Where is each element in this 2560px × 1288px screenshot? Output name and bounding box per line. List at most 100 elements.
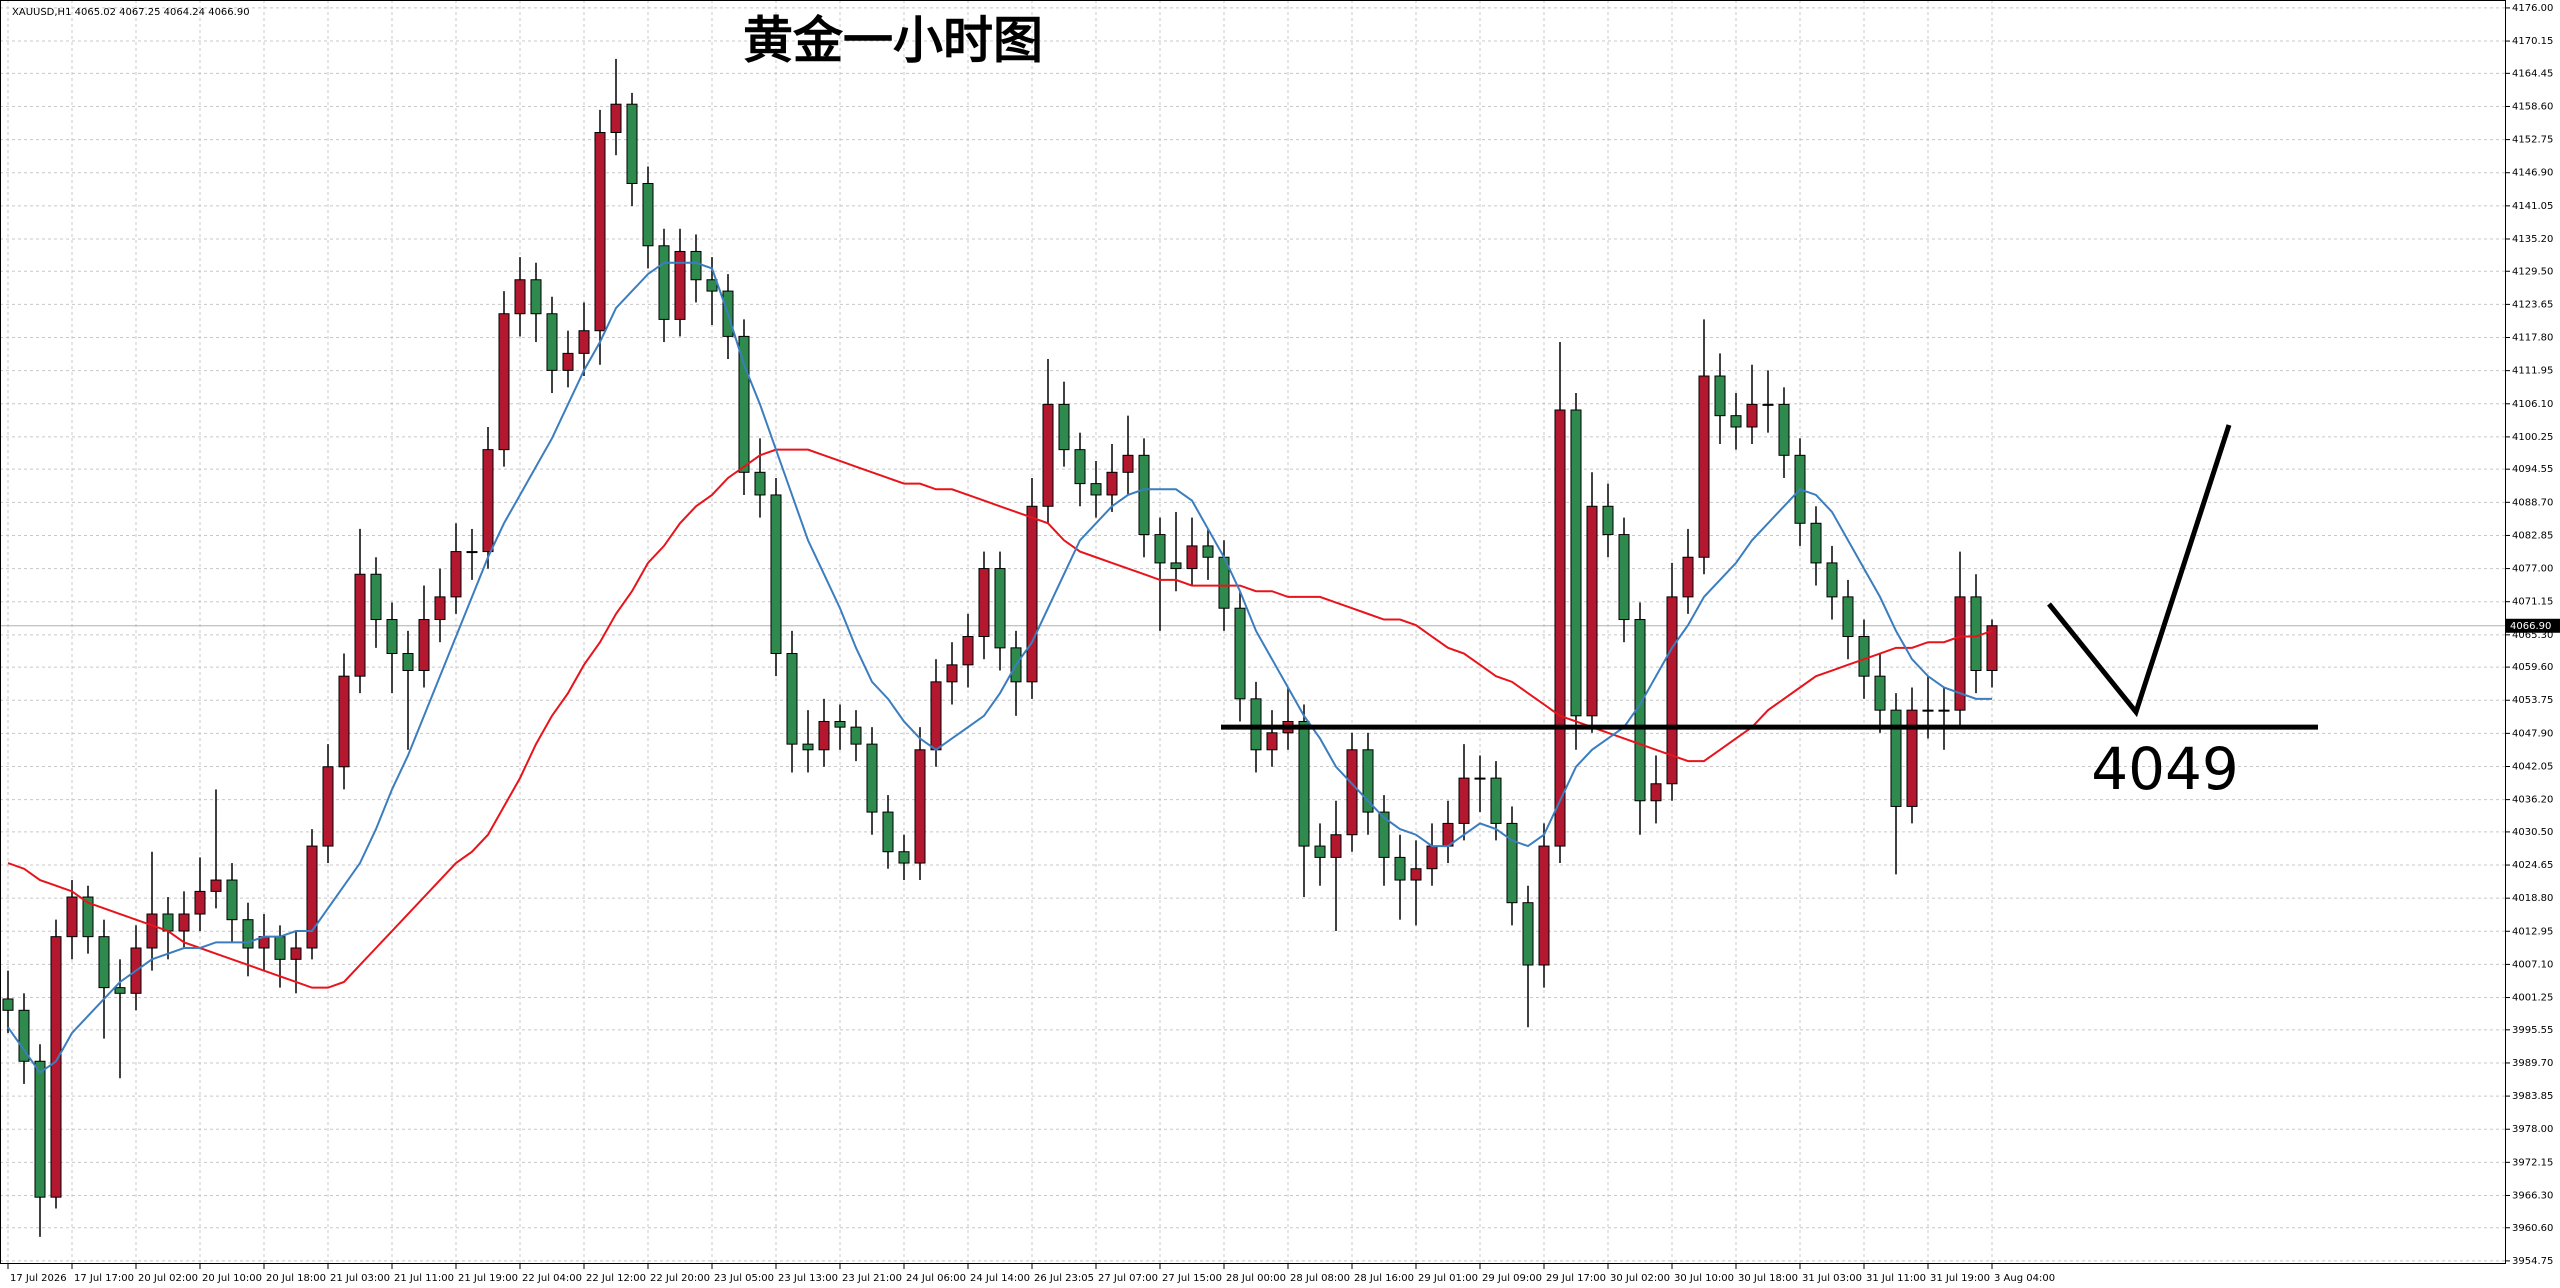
x-tick-label: 20 Jul 18:00	[266, 1273, 326, 1284]
x-tick-label: 20 Jul 10:00	[202, 1273, 262, 1284]
x-tick-label: 30 Jul 18:00	[1738, 1273, 1798, 1284]
candle-body	[1298, 720, 1310, 847]
candle-body	[1970, 596, 1982, 672]
candle-body	[306, 845, 318, 949]
candle-body	[578, 330, 590, 354]
candle-body	[18, 1009, 30, 1062]
candle-body	[1730, 415, 1742, 428]
current-price-box	[2506, 618, 2560, 633]
candle-body	[1522, 902, 1534, 966]
y-tick-label: 4094.55	[2512, 464, 2553, 475]
candle-body	[1714, 375, 1726, 417]
y-tick-label: 4047.90	[2512, 728, 2553, 739]
candle-body	[978, 568, 990, 638]
candle-body	[1874, 675, 1886, 711]
x-tick-label: 23 Jul 05:00	[714, 1273, 774, 1284]
candle-body	[818, 720, 830, 751]
candle-body	[1266, 732, 1278, 751]
y-tick-label: 4042.05	[2512, 761, 2553, 772]
y-tick-label: 3960.60	[2512, 1223, 2553, 1234]
candle-body	[1058, 403, 1070, 451]
candle-body	[1250, 698, 1262, 751]
y-tick-label: 4176.00	[2512, 3, 2553, 14]
x-tick-label: 27 Jul 15:00	[1162, 1273, 1222, 1284]
y-tick-label: 4111.95	[2512, 366, 2553, 377]
candle-body	[1906, 709, 1918, 807]
y-tick-label: 4117.80	[2512, 333, 2553, 344]
candle-body	[914, 749, 926, 864]
candle-body	[1074, 449, 1086, 485]
candle-body	[338, 675, 350, 768]
candle-body	[690, 250, 702, 281]
x-tick-label: 26 Jul 23:05	[1034, 1273, 1094, 1284]
moving-average	[7, 448, 1993, 989]
x-tick-label: 22 Jul 04:00	[522, 1273, 582, 1284]
y-tick-label: 3978.00	[2512, 1124, 2553, 1135]
y-tick-label: 4164.45	[2512, 68, 2553, 79]
candle-body	[1362, 749, 1374, 813]
x-tick-label: 20 Jul 02:00	[138, 1273, 198, 1284]
candle-body	[930, 681, 942, 751]
candle-body	[1938, 709, 1950, 712]
candle-body	[1090, 483, 1102, 496]
y-tick-label: 4135.20	[2512, 234, 2553, 245]
symbol-header: XAUUSD,H1 4065.02 4067.25 4064.24 4066.9…	[12, 7, 250, 18]
candle-body	[1506, 822, 1518, 904]
candle-body	[1490, 777, 1502, 824]
x-tick-label: 27 Jul 07:00	[1098, 1273, 1158, 1284]
candle-body	[850, 726, 862, 745]
candle-body	[1842, 596, 1854, 638]
candle-body	[1042, 403, 1054, 507]
y-tick-label: 4088.70	[2512, 497, 2553, 508]
candle-body	[66, 896, 78, 938]
x-tick-label: 28 Jul 00:00	[1226, 1273, 1286, 1284]
y-tick-label: 4152.75	[2512, 135, 2553, 146]
candle-body	[1762, 403, 1774, 406]
plot-frame	[0, 0, 2506, 1264]
candle-body	[370, 573, 382, 621]
candle-body	[1474, 777, 1486, 780]
candle-body	[754, 471, 766, 496]
y-tick-label: 4012.95	[2512, 926, 2553, 937]
candle-body	[1394, 856, 1406, 881]
candle-body	[1426, 845, 1438, 870]
x-tick-label: 29 Jul 17:00	[1546, 1273, 1606, 1284]
current-price-label: 4066.90	[2510, 621, 2551, 632]
y-tick-label: 4071.15	[2512, 597, 2553, 608]
candle-body	[946, 664, 958, 683]
y-tick-label: 4036.20	[2512, 795, 2553, 806]
candle-body	[898, 851, 910, 864]
candle-body	[1826, 562, 1838, 598]
candle-body	[1186, 545, 1198, 570]
y-tick-label: 4001.25	[2512, 993, 2553, 1004]
candle-body	[210, 879, 222, 892]
candle-body	[706, 279, 718, 292]
candle-body	[834, 720, 846, 728]
candle-body	[1586, 505, 1598, 717]
candle-body	[514, 279, 526, 315]
candle-body	[626, 103, 638, 184]
candle-body	[1666, 596, 1678, 785]
x-tick-label: 28 Jul 16:00	[1354, 1273, 1414, 1284]
candle-body	[162, 913, 174, 932]
candle-body	[1458, 777, 1470, 824]
y-tick-label: 4007.10	[2512, 959, 2553, 970]
candle-body	[530, 279, 542, 315]
x-tick-label: 24 Jul 14:00	[970, 1273, 1030, 1284]
candle-body	[1122, 454, 1134, 473]
y-tick-label: 3954.75	[2512, 1256, 2553, 1267]
x-tick-label: 29 Jul 09:00	[1482, 1273, 1542, 1284]
marks	[2, 58, 1998, 1237]
candle-body	[1138, 454, 1150, 536]
chart-title: 黄金一小时图	[743, 12, 1043, 70]
y-tick-label: 4065.30	[2512, 630, 2553, 641]
x-tick-label: 23 Jul 13:00	[778, 1273, 838, 1284]
candle-body	[1538, 845, 1550, 966]
x-tick-label: 31 Jul 11:00	[1866, 1273, 1926, 1284]
y-tick-label: 4018.80	[2512, 893, 2553, 904]
x-tick-label: 17 Jul 17:00	[74, 1273, 134, 1284]
candle-body	[1410, 868, 1422, 881]
candle-body	[658, 245, 670, 320]
